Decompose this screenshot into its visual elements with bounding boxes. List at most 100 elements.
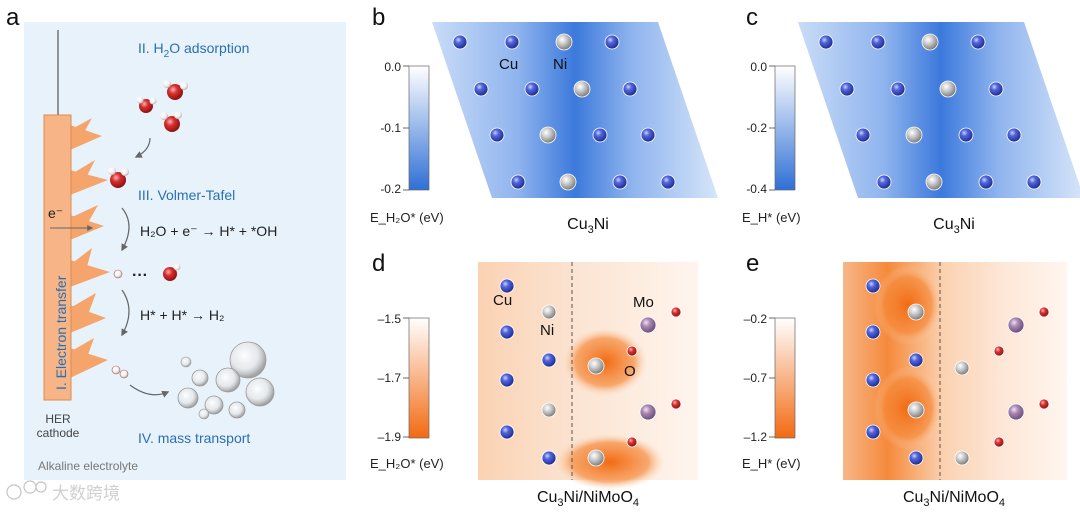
atom-label-ni-d: Ni xyxy=(540,322,554,339)
cu-atom xyxy=(865,324,881,340)
ni-atom xyxy=(587,357,605,375)
stage1-label: I. Electron transfer xyxy=(53,275,69,390)
o-atom xyxy=(993,436,1005,448)
stage3-label: III. Volmer-Tafel xyxy=(138,187,235,203)
mo-atom xyxy=(639,403,657,421)
cu-atom xyxy=(499,324,515,340)
cu-atom xyxy=(1006,127,1022,143)
stage4-label: IV. mass transport xyxy=(138,430,250,446)
tick-d-1: –1.7 xyxy=(378,371,402,385)
formula-d: Cu3Ni/NiMoO4 xyxy=(537,489,639,509)
cu-atom xyxy=(592,127,608,143)
electron-label: e⁻ xyxy=(48,205,63,221)
cbar-label-c: E_H* (eV) xyxy=(742,210,801,225)
cu-atom xyxy=(504,34,520,50)
ni-atom xyxy=(587,449,605,467)
formula-c: Cu3Ni xyxy=(933,216,975,236)
h2-adsorbed xyxy=(111,365,129,379)
ni-atom xyxy=(954,360,970,376)
colorbar-d xyxy=(408,317,430,439)
ni-atom xyxy=(921,33,939,51)
water-molecule-1 xyxy=(163,80,188,100)
cu-atom xyxy=(499,424,515,440)
cu-atom xyxy=(855,127,871,143)
cu-atom xyxy=(622,81,638,97)
formula-b: Cu3Ni xyxy=(567,216,609,236)
arrow-volmer xyxy=(121,207,130,252)
atom-label-cu-d: Cu xyxy=(493,292,512,309)
water-molecule-2 xyxy=(136,96,157,113)
tick-b-1: -0.1 xyxy=(380,121,401,135)
atoms-b xyxy=(452,33,676,191)
cu-atom xyxy=(452,34,468,50)
cu-atom xyxy=(890,81,906,97)
ni-atom xyxy=(907,401,925,419)
panel-e: –0.2 –0.7 –1.2 E_H* (eV) Cu3Ni/NiMoO4 xyxy=(742,262,1067,509)
cathode-label-2: cathode xyxy=(37,426,80,440)
cu-atom xyxy=(839,81,855,97)
panel-b: 0.0 -0.1 -0.2 E_H₂O* (eV) Cu Ni Cu3Ni xyxy=(370,22,718,236)
ni-atom xyxy=(939,80,957,98)
atom-label-cu-b: Cu xyxy=(499,56,518,73)
cu-atom xyxy=(604,34,620,50)
atoms-d xyxy=(499,278,682,467)
cu-atom xyxy=(970,34,986,50)
ni-atom xyxy=(925,173,943,191)
adsorbed-h xyxy=(113,269,123,279)
cu-atom xyxy=(818,34,834,50)
colorbar-e xyxy=(774,317,796,439)
cathode-label-1: HER xyxy=(45,412,71,426)
stage2-label: II. H2O adsorption xyxy=(138,40,249,60)
ni-atom xyxy=(539,126,557,144)
cu-atom xyxy=(524,81,540,97)
o-atom xyxy=(670,398,682,410)
o-atom xyxy=(993,345,1005,357)
ni-atom xyxy=(954,450,970,466)
cu-atom xyxy=(978,174,994,190)
ni-atom xyxy=(573,80,591,98)
cbar-label-e: E_H* (eV) xyxy=(742,456,801,471)
arrow-transport xyxy=(129,384,170,398)
cu-atom xyxy=(510,174,526,190)
cu-atom xyxy=(541,450,557,466)
h2-bubbles xyxy=(177,341,275,420)
panel-d: –1.5 –1.7 –1.9 E_H₂O* (eV) Cu Ni Mo O Cu… xyxy=(370,262,698,509)
o-atom xyxy=(670,306,682,318)
o-atom xyxy=(1038,398,1050,410)
hotspot-e-1 xyxy=(874,265,942,345)
tick-e-1: –0.7 xyxy=(744,371,768,385)
atom-label-o-d: O xyxy=(624,363,636,380)
ni-atom xyxy=(559,173,577,191)
ni-atom xyxy=(555,33,573,51)
panel-c: 0.0 -0.2 -0.4 E_H* (eV) Cu3Ni xyxy=(742,22,1080,236)
hydroxyl xyxy=(163,263,181,281)
cathode-bar xyxy=(43,114,72,401)
hotspot-d-2 xyxy=(555,434,665,490)
tick-e-2: –1.2 xyxy=(744,430,768,444)
ni-atom xyxy=(541,402,557,418)
o-atom xyxy=(626,345,638,357)
hotspot-d-1 xyxy=(563,328,647,396)
cu-atom xyxy=(865,278,881,294)
cu-atom xyxy=(908,352,924,368)
tick-d-0: –1.5 xyxy=(378,312,402,326)
cu-atom xyxy=(876,174,892,190)
equation-tafel: H* + H* → H₂ xyxy=(140,307,224,323)
atom-label-mo-d: Mo xyxy=(633,294,654,311)
ni-atom xyxy=(905,126,923,144)
mo-atom xyxy=(639,316,657,334)
colorbar-c xyxy=(774,65,796,191)
cu-atom xyxy=(612,174,628,190)
cu-atom xyxy=(473,81,489,97)
cu-atom xyxy=(865,372,881,388)
cu-atom xyxy=(499,372,515,388)
ellipsis: ··· xyxy=(132,267,148,284)
arrow-adsorption xyxy=(134,137,151,158)
cu-atom xyxy=(958,127,974,143)
water-molecule-3 xyxy=(160,111,182,132)
electrolyte-label: Alkaline electrolyte xyxy=(38,459,138,473)
atoms-e xyxy=(865,278,1050,466)
o-atom xyxy=(626,436,638,448)
cbar-label-d: E_H₂O* (eV) xyxy=(370,456,444,471)
mo-atom xyxy=(1007,403,1025,421)
